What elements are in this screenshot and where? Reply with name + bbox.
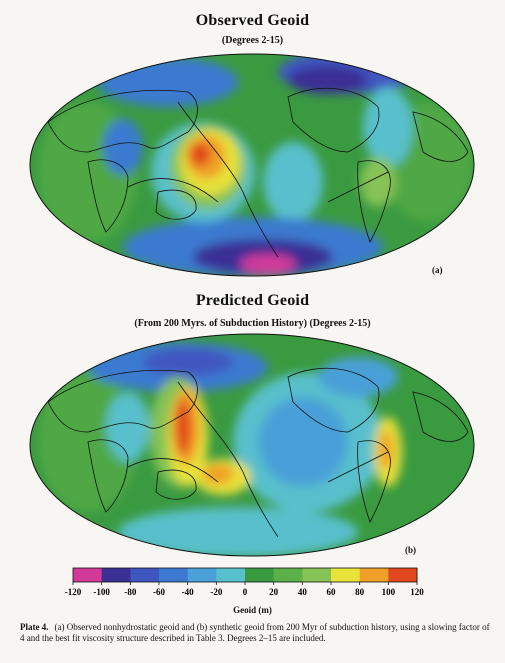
caption-plate-label: Plate 4. [20,622,49,632]
colorbar-swatch [273,568,303,582]
colorbar-tick-label: -60 [153,587,165,597]
colorbar-swatch [331,568,361,582]
colorbar-tick-label: 0 [243,587,248,597]
colorbar-swatch [388,568,418,582]
colorbar-swatch [73,568,103,582]
colorbar-swatch [302,568,332,582]
colorbar-tick-label: 60 [327,587,337,597]
panel-a-subtitle: (Degrees 2-15) [221,35,284,46]
colorbar-tick-label: 80 [355,587,365,597]
panel-a-label: (a) [432,265,443,275]
colorbar-title: Geoid (m) [233,605,272,615]
colorbar-swatch [359,568,389,582]
panel-a-title: Observed Geoid [195,12,310,29]
caption-text: (a) Observed nonhydrostatic geoid and (b… [20,622,490,643]
colorbar-tick-label: 20 [269,587,279,597]
colorbar-swatch [130,568,160,582]
geoid-colorbar: -120 -100 -80 -60 -40 -20 0 20 40 60 80 100 120 [65,567,424,597]
colorbar-swatch [187,568,217,582]
colorbar-tick-label: -120 [65,587,82,597]
panel-b-label: (b) [405,545,416,555]
colorbar-tick-label: 120 [410,587,424,597]
colorbar-tick-label: 40 [298,587,308,597]
colorbar-swatch [216,568,246,582]
colorbar-swatch [245,568,275,582]
figure-caption: Plate 4. (a) Observed nonhydrostatic geoi… [20,622,490,644]
panel-b-title: Predicted Geoid [195,292,310,309]
colorbar-tick-label: -20 [210,587,222,597]
panel-b-subtitle: (From 200 Myrs. of Subduction History) (… [134,318,371,329]
observed-geoid-map [29,53,475,277]
predicted-geoid-map [29,333,475,557]
colorbar-tick-label: -100 [93,587,110,597]
colorbar-tick-label: 100 [382,587,396,597]
colorbar-swatch [101,568,131,582]
colorbar-swatch [159,568,189,582]
colorbar-tick-label: -40 [182,587,194,597]
colorbar-tick-label: -80 [124,587,136,597]
